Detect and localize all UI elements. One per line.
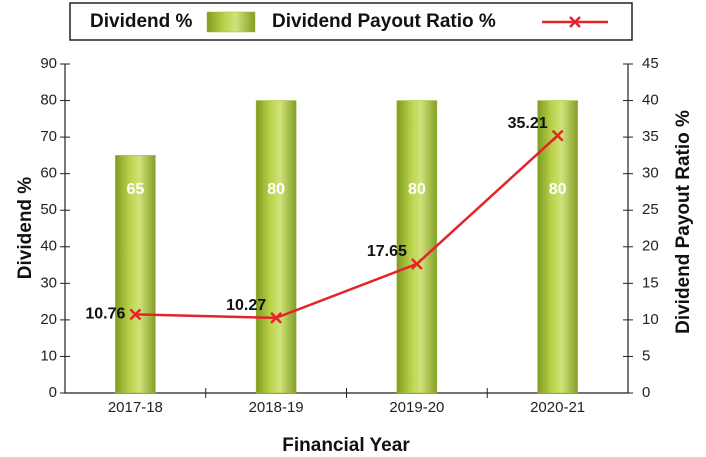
value-label: 17.65 [367,243,407,260]
y2-tick-label: 35 [642,128,659,145]
line-marker [129,308,142,321]
x-tick-label: 2018-19 [249,399,304,416]
line-marker [551,129,564,142]
y-tick-label: 50 [40,201,57,218]
x-tick-label: 2019-20 [389,399,444,416]
value-label: 10.27 [226,297,266,314]
bar [255,100,297,394]
line-marker [410,258,423,270]
x-tick-label: 2017-18 [108,399,163,416]
y2-tick-label: 40 [642,92,659,109]
y-tick-label: 0 [49,384,57,401]
y2-tick-label: 45 [642,55,659,72]
y2-tick-label: 10 [642,311,659,328]
y2-tick-label: 15 [642,274,659,291]
bar [537,100,578,394]
y2-axis-title: Dividend Payout Ratio % [673,110,694,334]
y-tick-label: 80 [40,92,57,109]
y-tick-label: 60 [40,165,57,182]
legend-swatch [206,11,256,33]
y-tick-label: 20 [40,311,57,328]
line-marker [270,312,283,324]
legend-label: Dividend % [90,11,193,32]
y-axis-title: Dividend % [15,177,36,280]
bar-label: 80 [408,181,426,198]
y-tick-label: 90 [40,55,57,72]
x-tick-label: 2020-21 [530,399,585,416]
y-tick-label: 70 [40,128,57,145]
bar [396,100,438,394]
y-tick-label: 40 [40,238,57,255]
bar-label: 80 [549,181,567,198]
line [135,134,559,320]
legend-box [69,2,633,41]
value-label: 10.76 [85,306,125,323]
y2-tick-label: 5 [642,347,650,364]
y-tick-label: 10 [40,347,57,364]
bar-label: 65 [126,181,144,198]
bar [115,155,156,394]
y-tick-label: 30 [40,274,57,291]
y2-tick-label: 25 [642,201,659,218]
legend-label: Dividend Payout Ratio % [272,11,496,32]
legend-marker [569,16,581,28]
bar-label: 80 [267,181,285,198]
y2-tick-label: 0 [642,384,650,401]
y2-tick-label: 30 [642,165,659,182]
x-axis-title: Financial Year [282,435,410,456]
value-label: 35.21 [508,115,548,132]
y2-tick-label: 20 [642,238,659,255]
